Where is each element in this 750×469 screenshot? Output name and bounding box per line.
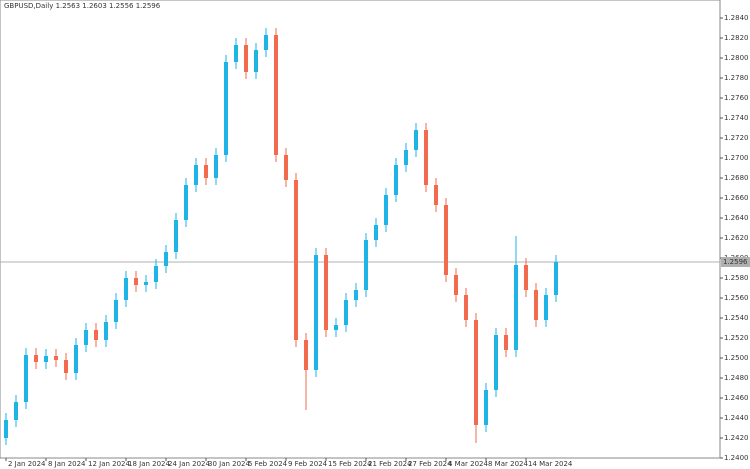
candle-body bbox=[254, 50, 258, 72]
candle-body bbox=[294, 180, 298, 340]
y-tick-label: 1.2720 bbox=[724, 134, 749, 142]
x-tick-label: 14 Mar 2024 bbox=[528, 460, 573, 468]
candle-body bbox=[274, 35, 278, 155]
candle-body bbox=[124, 278, 128, 300]
y-tick-label: 1.2840 bbox=[724, 14, 749, 22]
x-tick-label: 24 Jan 2024 bbox=[168, 460, 211, 468]
y-tick-label: 1.2560 bbox=[724, 294, 749, 302]
y-tick-label: 1.2820 bbox=[724, 34, 749, 42]
x-tick-label: 8 Mar 2024 bbox=[488, 460, 528, 468]
candle-body bbox=[484, 390, 488, 425]
candle-body bbox=[434, 185, 438, 205]
candle-body bbox=[204, 165, 208, 178]
candle-body bbox=[184, 185, 188, 220]
candle-body bbox=[284, 155, 288, 180]
y-tick-label: 1.2480 bbox=[724, 374, 749, 382]
candle-body bbox=[244, 45, 248, 72]
y-tick-label: 1.2740 bbox=[724, 114, 749, 122]
x-tick-label: 21 Feb 2024 bbox=[368, 460, 412, 468]
candle-body bbox=[144, 282, 148, 285]
y-tick-label: 1.2540 bbox=[724, 314, 749, 322]
candle-body bbox=[154, 266, 158, 282]
candle-body bbox=[504, 335, 508, 350]
y-tick-label: 1.2800 bbox=[724, 54, 749, 62]
y-tick-label: 1.2760 bbox=[724, 94, 749, 102]
candle-body bbox=[224, 62, 228, 155]
plot-frame bbox=[0, 0, 721, 459]
candle-body bbox=[414, 130, 418, 150]
y-tick-label: 1.2440 bbox=[724, 414, 749, 422]
x-tick-label: 27 Feb 2024 bbox=[408, 460, 452, 468]
candle-body bbox=[4, 420, 8, 438]
candle-body bbox=[164, 252, 168, 266]
candle-body bbox=[64, 360, 68, 373]
candle-body bbox=[114, 300, 118, 322]
candle-body bbox=[134, 278, 138, 285]
x-tick-label: 4 Mar 2024 bbox=[448, 460, 488, 468]
candle-body bbox=[24, 355, 28, 402]
candle-body bbox=[174, 220, 178, 252]
bid-label-bg bbox=[721, 257, 750, 267]
candle-body bbox=[344, 300, 348, 325]
candle-body bbox=[194, 165, 198, 185]
candle-body bbox=[464, 295, 468, 320]
y-tick-label: 1.2700 bbox=[724, 154, 749, 162]
y-tick-label: 1.2660 bbox=[724, 194, 749, 202]
candle-body bbox=[34, 355, 38, 362]
candle-body bbox=[14, 402, 18, 420]
candle-body bbox=[404, 150, 408, 165]
x-tick-label: 2 Jan 2024 bbox=[8, 460, 46, 468]
y-tick-label: 1.2580 bbox=[724, 274, 749, 282]
candle-body bbox=[354, 290, 358, 300]
candle-body bbox=[74, 345, 78, 373]
y-tick-label: 1.2680 bbox=[724, 174, 749, 182]
candle-body bbox=[234, 45, 238, 62]
candle-body bbox=[84, 330, 88, 345]
candle-body bbox=[304, 340, 308, 370]
candle-body bbox=[424, 130, 428, 185]
candle-body bbox=[364, 240, 368, 290]
x-tick-label: 30 Jan 2024 bbox=[208, 460, 251, 468]
x-tick-label: 12 Jan 2024 bbox=[88, 460, 131, 468]
candle-body bbox=[454, 275, 458, 295]
candle-body bbox=[384, 195, 388, 225]
candle-body bbox=[514, 265, 518, 350]
bid-label: 1.2596 bbox=[723, 258, 748, 266]
chart-title: GBPUSD,Daily 1.2563 1.2603 1.2556 1.2596 bbox=[4, 2, 161, 10]
y-tick-label: 1.2780 bbox=[724, 74, 749, 82]
x-tick-label: 5 Feb 2024 bbox=[248, 460, 288, 468]
candle-body bbox=[534, 290, 538, 320]
candle-body bbox=[264, 35, 268, 50]
y-tick-label: 1.2620 bbox=[724, 234, 749, 242]
candle-body bbox=[104, 322, 108, 340]
y-tick-label: 1.2500 bbox=[724, 354, 749, 362]
candle-body bbox=[444, 205, 448, 275]
candle-body bbox=[494, 335, 498, 390]
x-tick-label: 15 Feb 2024 bbox=[328, 460, 372, 468]
x-tick-label: 8 Jan 2024 bbox=[48, 460, 86, 468]
y-tick-label: 1.2640 bbox=[724, 214, 749, 222]
y-tick-label: 1.2460 bbox=[724, 394, 749, 402]
candle-body bbox=[324, 255, 328, 330]
candle-body bbox=[54, 356, 58, 360]
candle-body bbox=[524, 265, 528, 290]
y-tick-label: 1.2420 bbox=[724, 434, 749, 442]
x-tick-label: 9 Feb 2024 bbox=[288, 460, 328, 468]
y-tick-label: 1.2400 bbox=[724, 454, 749, 462]
x-tick-label: 18 Jan 2024 bbox=[128, 460, 171, 468]
y-tick-label: 1.2520 bbox=[724, 334, 749, 342]
candle-body bbox=[474, 320, 478, 425]
candle-body bbox=[374, 225, 378, 240]
candle-body bbox=[544, 295, 548, 320]
candle-body bbox=[44, 356, 48, 362]
candle-body bbox=[334, 325, 338, 330]
candle-body bbox=[314, 255, 318, 370]
candle-body bbox=[554, 262, 558, 295]
candle-body bbox=[94, 330, 98, 340]
candle-body bbox=[394, 165, 398, 195]
candle-body bbox=[214, 155, 218, 178]
